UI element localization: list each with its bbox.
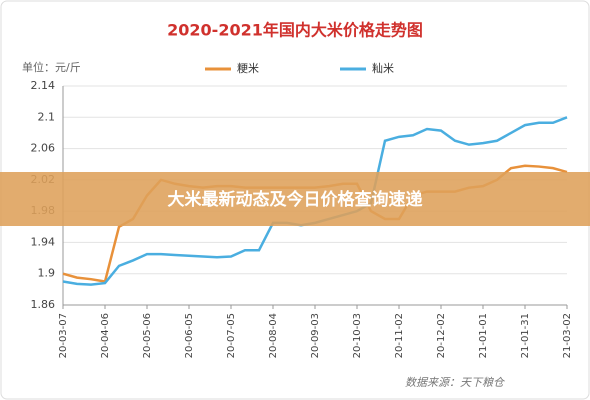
- y-tick-label: 1.9: [38, 267, 56, 280]
- unit-label: 单位：元/斤: [22, 60, 81, 74]
- x-tick-label: 20-11-02: [394, 313, 405, 358]
- y-tick-label: 1.94: [31, 235, 56, 248]
- x-tick-label: 21-03-02: [562, 313, 573, 358]
- banner-bg: [0, 172, 590, 226]
- x-tick-label: 21-01-01: [478, 313, 489, 358]
- y-tick-label: 2.14: [31, 79, 56, 92]
- chart-title: 2020-2021年国内大米价格走势图: [167, 21, 423, 40]
- x-tick-label: 20-08-04: [268, 313, 279, 358]
- y-tick-label: 1.86: [31, 298, 56, 311]
- x-tick-label: 20-10-03: [352, 313, 363, 358]
- x-tick-label: 20-12-02: [436, 313, 447, 358]
- legend-label: 粳米: [237, 61, 259, 75]
- x-tick-label: 21-01-31: [520, 313, 531, 358]
- x-tick-label: 20-04-06: [100, 313, 111, 358]
- source-note: 数据来源：天下粮仓: [405, 376, 505, 389]
- x-tick-label: 20-09-03: [310, 313, 321, 358]
- x-tick-label: 20-07-05: [226, 313, 237, 358]
- x-tick-label: 20-05-06: [142, 313, 153, 358]
- banner-text: 大米最新动态及今日价格查询速递: [168, 189, 423, 210]
- legend-label: 籼米: [372, 62, 394, 75]
- x-tick-label: 20-06-05: [184, 313, 195, 358]
- y-tick-label: 2.1: [38, 110, 56, 123]
- x-tick-label: 20-03-07: [58, 313, 69, 358]
- y-tick-label: 2.06: [31, 142, 56, 155]
